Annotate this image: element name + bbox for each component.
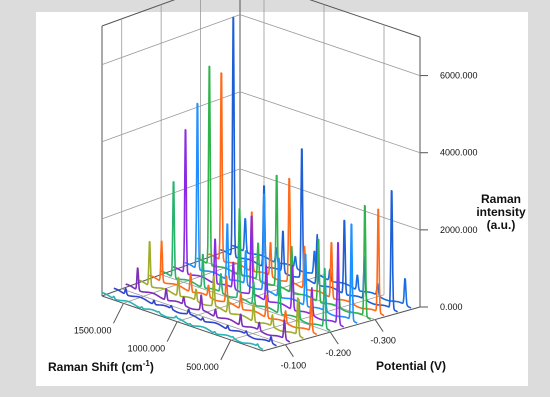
y-tick-label-0: 0.000 [440, 302, 463, 312]
z-axis-title: Potential (V) [376, 359, 446, 373]
grid-floor-x-0 [123, 253, 265, 304]
spectrum-series-9 [125, 267, 291, 343]
box-edge-top-left [101, 0, 176, 27]
box-edge-top-back [309, 0, 421, 38]
grid-left-y-1 [101, 168, 241, 220]
x-tick-label-0: 1500.000 [74, 325, 112, 335]
spectrum-series-8 [137, 241, 304, 339]
y-tick-label-1: 2000.000 [440, 225, 478, 235]
plot-card [36, 12, 528, 386]
spectrum-series-11 [101, 291, 264, 351]
z-tick-mark-1 [329, 331, 339, 345]
z-tick-mark-0 [285, 344, 294, 357]
z-tick-label-0: -0.100 [281, 361, 307, 371]
z-tick-mark-2 [374, 319, 384, 332]
grid-back-y-1 [239, 168, 421, 231]
y-axis-title-line-2: intensity [476, 205, 526, 219]
z-tick-label-1: -0.200 [326, 348, 352, 358]
grid-back-y-3 [239, 14, 421, 76]
grid-left-y-3 [101, 14, 241, 65]
x-axis-title: Raman Shift (cm-1) [48, 359, 154, 374]
series-group [101, 16, 412, 351]
grid-left-y-2 [101, 91, 241, 143]
x-tick-label-2: 500.000 [186, 362, 219, 372]
grid-floor-z-0 [121, 288, 286, 346]
y-axis-title-line-3: (a.u.) [487, 218, 516, 232]
y-tick-label-3: 6000.000 [440, 71, 478, 81]
grid-back-y-2 [239, 91, 421, 154]
z-tick-label-2: -0.300 [370, 336, 396, 346]
box-edge-floor-right [262, 306, 421, 352]
ticks-group: 0.000 2000.000 4000.000 6000.000 1500.000 100… [74, 71, 478, 372]
x-tick-mark-2 [220, 339, 232, 361]
y-tick-label-2: 4000.000 [440, 148, 478, 158]
grid-group [101, 0, 421, 352]
x-tick-label-1: 1000.000 [128, 344, 166, 354]
grid-floor-x-2 [230, 294, 385, 341]
box-edge-floor-front [101, 295, 264, 352]
spectrum-series-10 [113, 287, 277, 347]
y-axis-title-line-1: Raman [481, 192, 521, 206]
x-tick-mark-0 [113, 303, 124, 324]
x-tick-mark-1 [166, 321, 178, 342]
grid-floor-x-1 [177, 274, 325, 323]
